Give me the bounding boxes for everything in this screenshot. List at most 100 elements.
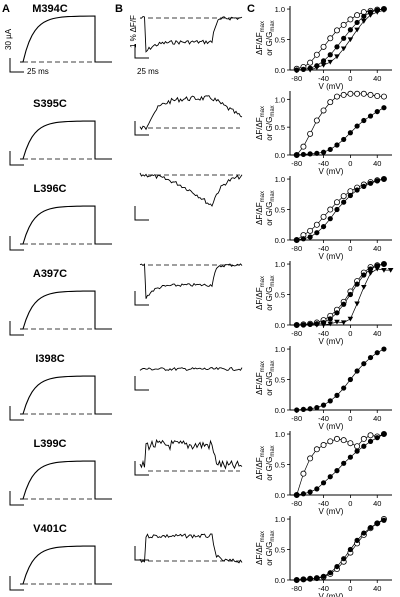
current-trace	[20, 375, 112, 415]
data-point-filled-triangle	[327, 321, 334, 327]
data-point-filled-triangle	[361, 285, 367, 290]
fluorescence-trace	[139, 438, 243, 470]
y-axis-label-line1: ΔF/ΔFmax	[255, 531, 266, 565]
fluorescence-trace	[139, 95, 243, 131]
data-point-filled-circle	[314, 486, 320, 492]
x-tick-label: 40	[373, 499, 381, 508]
y-axis-label-sub2: max	[270, 20, 276, 31]
data-point-open-circle	[354, 90, 361, 97]
x-tick-label: -80	[291, 74, 302, 83]
x-tick-label: -80	[291, 584, 302, 593]
y-tick-label: 0.0	[275, 576, 285, 585]
fluorescence-trace	[139, 15, 243, 53]
y-axis-label-sub2: max	[270, 190, 276, 201]
data-point-open-circle	[340, 21, 347, 28]
row-l396c: L396C 0.0 0.5 1.0 -80 -40 0 40 V (mV) ΔF/ΔFmaxor …	[9, 172, 392, 261]
y-axis-label-sub1: max	[260, 21, 266, 32]
data-point-filled-circle	[300, 406, 307, 412]
data-point-open-circle	[340, 193, 347, 200]
data-point-filled-circle	[374, 108, 380, 115]
series-fit-line	[296, 93, 384, 156]
data-point-filled-circle	[381, 105, 387, 111]
data-point-filled-circle	[314, 575, 320, 581]
data-point-filled-circle	[307, 151, 313, 157]
row-i398c: I398C 0.0 0.5 1.0 -80 -40 0 40 V (mV) ΔF/ΔFmaxor …	[9, 345, 392, 431]
y-tick-label: 0.5	[275, 36, 285, 45]
y-tick-label: 0.5	[275, 461, 285, 470]
x-tick-label: -40	[318, 414, 329, 423]
data-point-filled-triangle	[347, 316, 354, 322]
data-point-open-circle	[367, 91, 374, 98]
row-s395c: S395C 0.0 0.5 1.0 -80 -40 0 40 V (mV) ΔF/ΔFmaxor …	[9, 90, 392, 176]
data-point-filled-circle	[320, 149, 327, 155]
data-point-filled-triangle	[354, 27, 360, 33]
y-axis-label-sub1: max	[260, 531, 266, 542]
data-point-filled-circle	[354, 448, 360, 454]
data-point-filled-circle	[320, 402, 327, 408]
x-axis-label: V (mV)	[319, 507, 344, 516]
row-m394c: M394C 0.0 0.5 1.0 -80 -40 0 40 V (mV) ΔF/ΔFmaxor …	[9, 3, 392, 91]
data-point-filled-circle	[327, 216, 333, 222]
mutant-label: V401C	[33, 523, 67, 535]
x-axis-label: V (mV)	[319, 592, 344, 597]
scale-bar-b	[134, 44, 149, 59]
data-point-open-circle	[327, 99, 334, 106]
data-point-open-circle	[380, 93, 387, 100]
data-point-filled-triangle	[374, 266, 381, 272]
x-tick-label: -80	[291, 329, 302, 338]
data-point-filled-circle	[381, 517, 387, 523]
x-axis-label: V (mV)	[319, 337, 344, 346]
data-point-filled-circle	[361, 183, 367, 189]
data-point-filled-circle	[347, 291, 353, 298]
panel-label-a: A	[2, 3, 10, 15]
data-point-open-circle	[307, 455, 314, 462]
x-axis-label: V (mV)	[319, 167, 344, 176]
data-point-filled-circle	[307, 234, 313, 240]
data-point-filled-triangle	[381, 8, 387, 13]
data-point-filled-circle	[367, 438, 374, 444]
x-axis-label: V (mV)	[319, 252, 344, 261]
data-point-open-circle	[360, 435, 367, 442]
y-axis-label-sub1: max	[260, 361, 266, 372]
data-point-filled-circle	[341, 136, 347, 143]
data-point-open-circle	[374, 93, 381, 100]
data-point-filled-circle	[367, 354, 374, 361]
scale-bar-a	[9, 576, 24, 591]
row-l399c: L399C 0.0 0.5 1.0 -80 -40 0 40 V (mV) ΔF/ΔFmaxor …	[9, 430, 392, 516]
data-point-filled-circle	[381, 346, 387, 352]
data-point-open-circle	[340, 91, 347, 98]
x-tick-label: 0	[348, 244, 352, 253]
data-point-open-circle	[300, 143, 307, 150]
y-axis-label-line2: or G/Gmax	[265, 275, 276, 310]
y-tick-label: 0.0	[275, 491, 285, 500]
data-point-filled-triangle	[320, 62, 327, 68]
mutant-label: L396C	[33, 183, 66, 195]
y-axis-label-line2: or G/Gmax	[265, 445, 276, 480]
x-tick-label: -80	[291, 244, 302, 253]
scale-bar-a	[9, 151, 24, 166]
data-point-filled-circle	[381, 176, 387, 182]
data-point-filled-triangle	[340, 320, 347, 326]
data-point-filled-triangle	[307, 67, 313, 73]
data-point-filled-triangle	[374, 9, 381, 15]
time-scale-label-b: 25 ms	[137, 67, 159, 76]
x-tick-label: 0	[348, 159, 352, 168]
data-point-filled-circle	[294, 67, 300, 73]
mutant-label: A397C	[33, 268, 67, 280]
data-point-open-circle	[354, 443, 361, 450]
data-point-filled-circle	[327, 570, 333, 576]
y-axis-label-line1: ΔF/ΔFmax	[255, 446, 266, 480]
mutant-label: S395C	[33, 98, 67, 110]
data-point-open-circle	[347, 16, 354, 23]
data-point-open-circle	[327, 438, 334, 445]
y-tick-label: 1.0	[275, 345, 285, 354]
data-point-filled-circle	[374, 350, 380, 356]
y-tick-label: 1.0	[275, 515, 285, 524]
row-a397c: A397C 0.0 0.5 1.0 -80 -40 0 40 V (mV) ΔF/ΔFmaxor …	[9, 260, 394, 346]
data-point-filled-circle	[354, 368, 360, 374]
y-axis-label-sub1: max	[260, 191, 266, 202]
y-axis-label-line2: or G/Gmax	[265, 20, 276, 55]
y-axis-label-sub1: max	[260, 446, 266, 457]
data-point-open-circle	[347, 440, 354, 447]
